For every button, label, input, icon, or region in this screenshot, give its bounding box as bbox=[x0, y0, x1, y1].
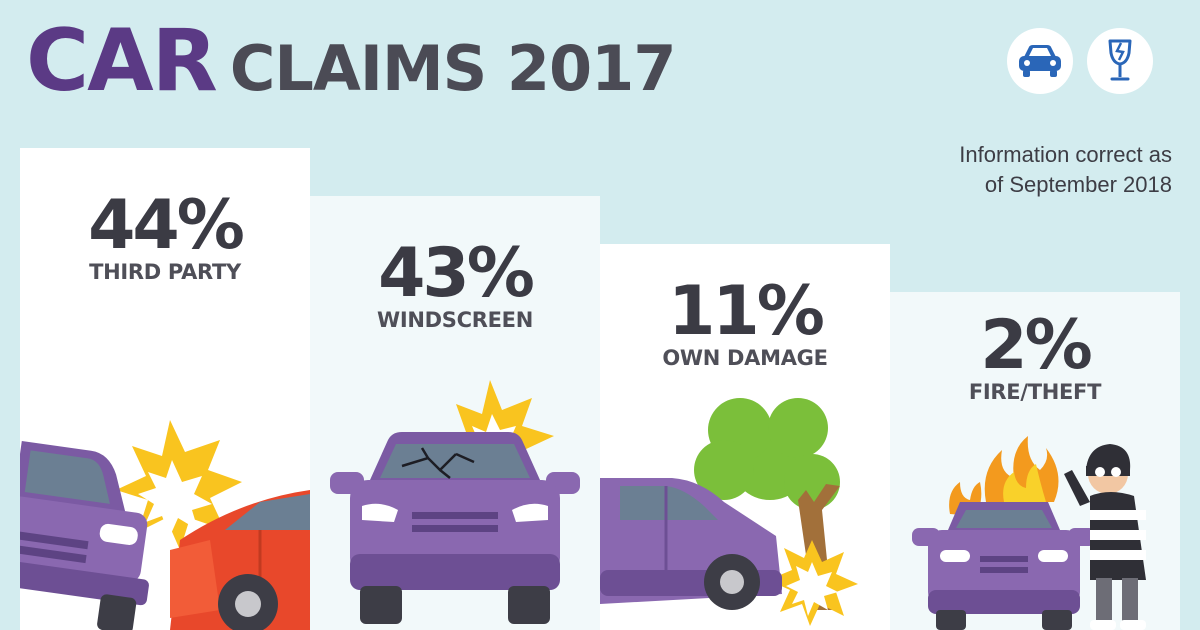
bar-value-label: 44% bbox=[88, 186, 245, 265]
title-car: CAR bbox=[26, 11, 218, 111]
title-claims: CLAIMS 2017 bbox=[229, 32, 677, 105]
page-title: CAR CLAIMS 2017 bbox=[26, 18, 677, 105]
bar-category-label: OWN DAMAGE bbox=[662, 346, 828, 370]
third-party-illustration bbox=[20, 420, 310, 630]
bar-value-label: 2% bbox=[980, 306, 1092, 385]
broken-glass-icon bbox=[1087, 28, 1153, 94]
bar-windscreen: 43% WINDSCREEN bbox=[310, 196, 600, 630]
fire-theft-illustration bbox=[912, 436, 1146, 630]
bar-fire-theft: 2% FIRE/THEFT bbox=[890, 292, 1180, 630]
own-damage-illustration bbox=[600, 398, 858, 626]
bar-value-label: 43% bbox=[378, 234, 535, 313]
bar-category-label: WINDSCREEN bbox=[377, 308, 533, 332]
windscreen-illustration bbox=[330, 380, 580, 624]
bar-category-label: THIRD PARTY bbox=[89, 260, 241, 284]
car-icon bbox=[1007, 28, 1073, 94]
bar-third-party: 44% THIRD PARTY bbox=[20, 148, 310, 630]
info-line-1: Information correct as bbox=[959, 142, 1172, 167]
bar-value-label: 11% bbox=[668, 272, 825, 351]
info-line-2: of September 2018 bbox=[984, 172, 1172, 197]
bar-category-label: FIRE/THEFT bbox=[968, 380, 1102, 404]
info-note: Information correct as of September 2018 bbox=[872, 140, 1172, 200]
bar-own-damage: 11% OWN DAMAGE bbox=[600, 244, 890, 630]
